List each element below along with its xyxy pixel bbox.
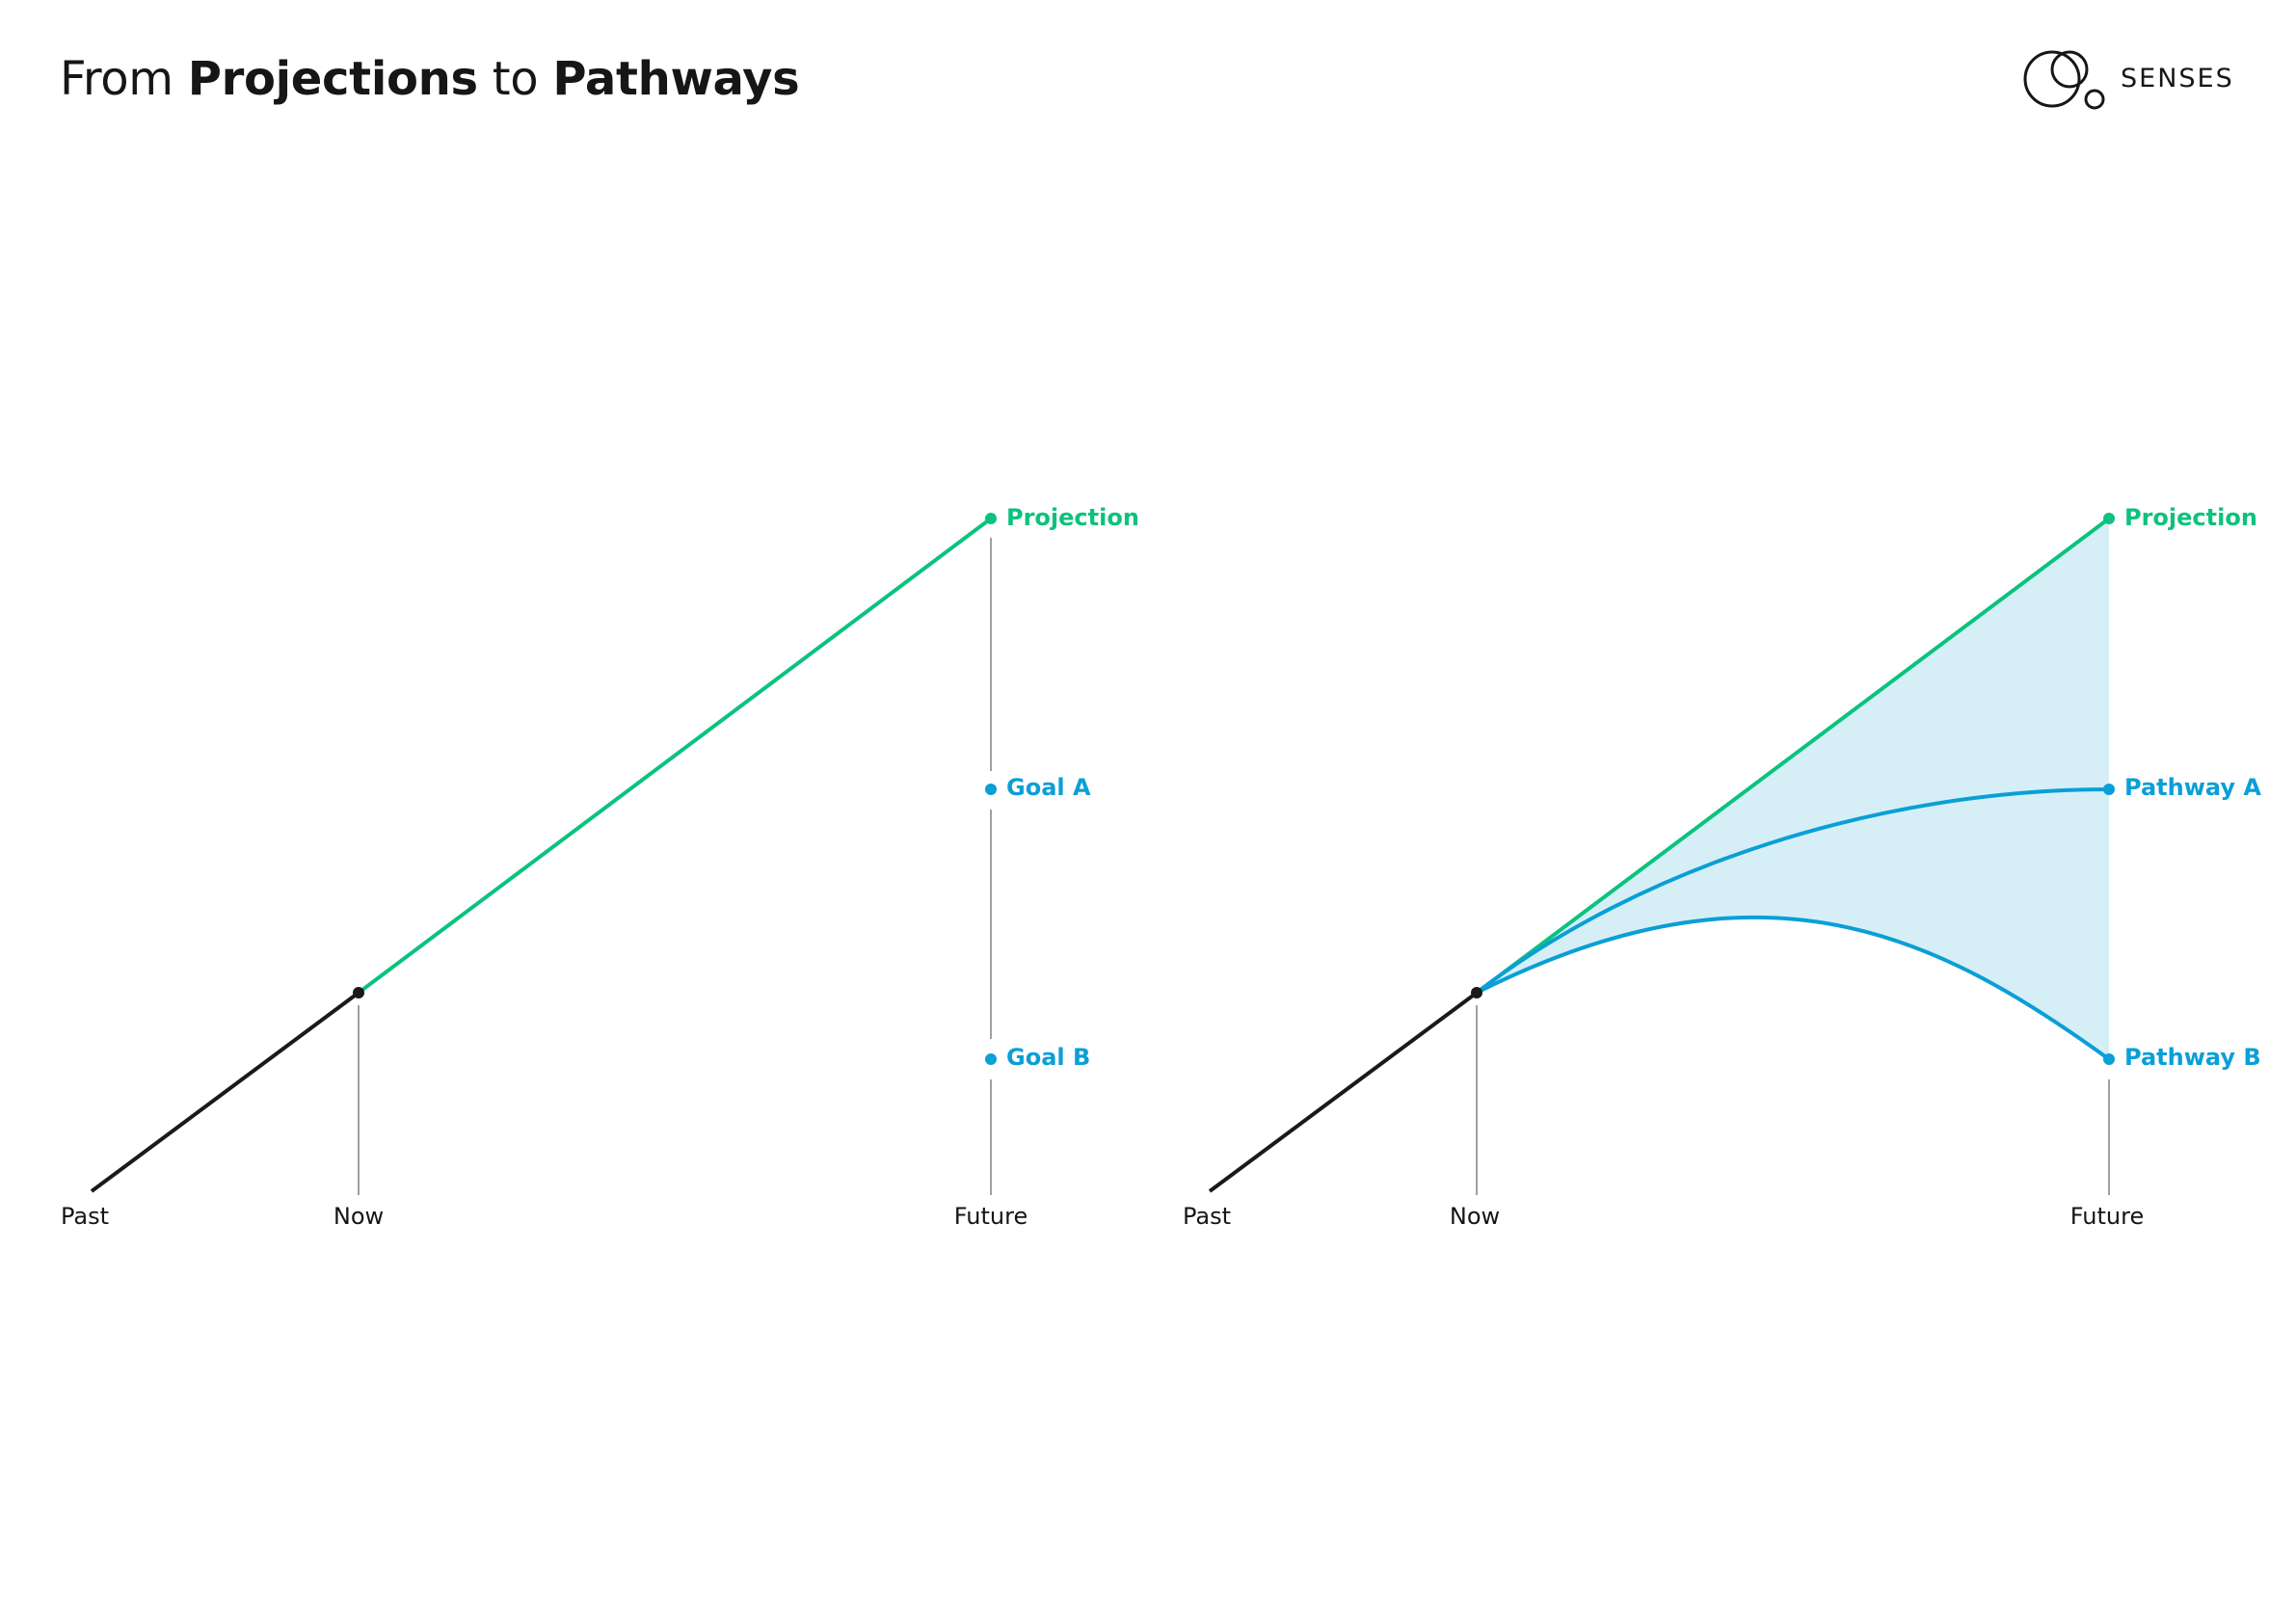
left-projection-label: Projection: [1006, 504, 1139, 531]
right-now-dot: [1471, 987, 1482, 998]
right-pathway-a-curve: [1475, 787, 2110, 995]
right-pathway-a-label: Pathway A: [2124, 774, 2261, 801]
right-projection-dot: [2103, 513, 2115, 524]
title-mid: to: [477, 52, 553, 106]
right-pathway-band: [1477, 519, 2109, 1059]
left-axis-past: Past: [61, 1203, 109, 1230]
title-prefix: From: [60, 52, 188, 106]
left-history-line: [90, 991, 360, 1193]
right-pathway-b-dot: [2103, 1053, 2115, 1065]
right-projection-line: [1475, 517, 2111, 995]
left-goal-b-label: Goal B: [1006, 1044, 1090, 1071]
right-pathway-b-label: Pathway B: [2124, 1044, 2261, 1071]
right-projection-label: Projection: [2124, 504, 2257, 531]
brand-name: SENSES: [2121, 64, 2234, 93]
left-axis-now: Now: [334, 1203, 384, 1230]
left-goal-b-dot: [985, 1053, 997, 1065]
left-projection-dot: [985, 513, 997, 524]
right-axis-now: Now: [1450, 1203, 1500, 1230]
senses-logo-icon: [2023, 50, 2105, 110]
left-panel: Projection Goal A Goal B Past Now Future: [61, 504, 1139, 1230]
title-strong-pathways: Pathways: [552, 52, 800, 106]
right-pathway-a-dot: [2103, 784, 2115, 795]
left-goal-a-label: Goal A: [1006, 774, 1091, 801]
left-axis-future: Future: [954, 1203, 1028, 1230]
left-goal-a-dot: [985, 784, 997, 795]
title-strong-projections: Projections: [187, 52, 478, 106]
right-axis-future: Future: [2070, 1203, 2144, 1230]
right-pathway-b-curve: [1476, 915, 2111, 1061]
right-panel: Projection Pathway A Pathway B Past Now …: [1183, 504, 2261, 1230]
left-projection-line: [357, 517, 993, 995]
page-title: From Projections to Pathways: [60, 52, 800, 106]
brand-logo: SENSES: [2019, 48, 2241, 110]
left-now-dot: [353, 987, 364, 998]
right-history-line: [1208, 991, 1479, 1193]
right-axis-past: Past: [1183, 1203, 1231, 1230]
